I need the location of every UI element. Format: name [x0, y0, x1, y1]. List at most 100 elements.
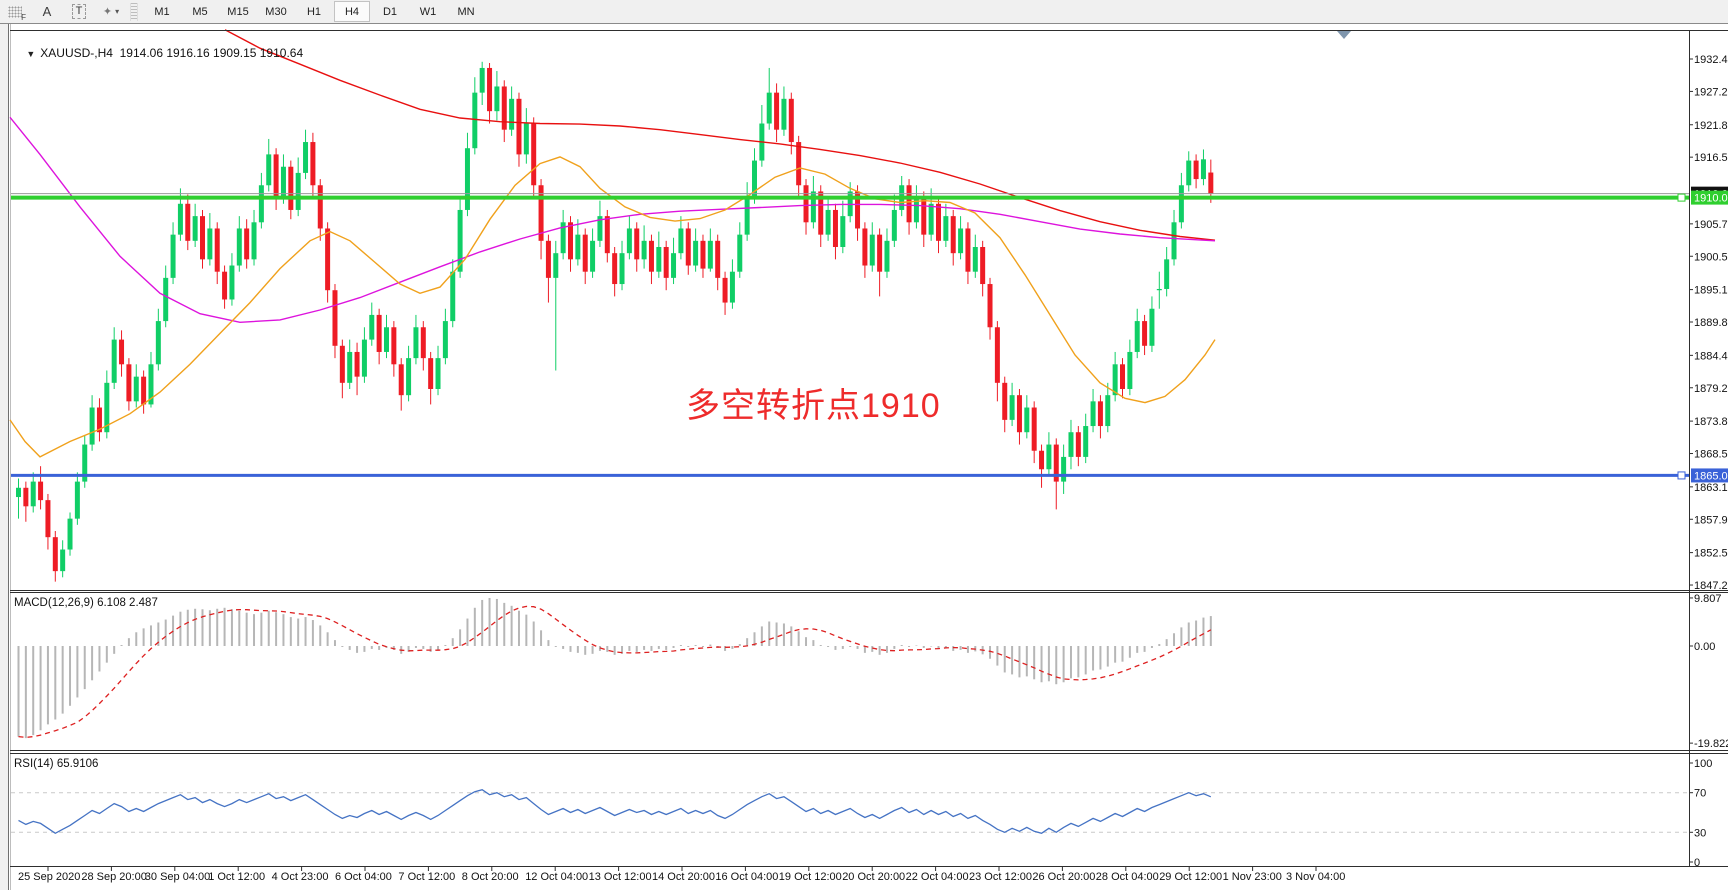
support-line-1865-label: 1865.00	[1694, 470, 1728, 482]
candle-up	[494, 86, 500, 112]
timeframe-m15-button[interactable]: M15	[227, 5, 249, 18]
candle-down	[214, 228, 220, 272]
timeframe-m30-button[interactable]: M30	[265, 5, 287, 18]
macd-indicator-label: MACD(12,26,9) 6.108 2.487	[14, 597, 158, 609]
candle-up	[1105, 395, 1111, 427]
ma-fast-orange[interactable]	[9, 156, 1216, 458]
candle-up	[1134, 321, 1140, 352]
macd-tick-label: 0.00	[1694, 641, 1715, 653]
time-tick-label: 25 Sep 2020	[18, 871, 80, 883]
candle-up	[155, 321, 161, 365]
candle-up	[509, 98, 515, 130]
price-tick-label: 1916.55	[1694, 152, 1728, 164]
rsi-panel[interactable]	[11, 788, 1689, 835]
timeframe-h4-button[interactable]: H4	[334, 1, 370, 22]
support-line-1865-handle[interactable]	[1677, 471, 1686, 480]
candle-up	[626, 228, 632, 254]
candle-up	[928, 203, 934, 235]
candle-up	[523, 123, 529, 155]
candle-down	[222, 271, 228, 300]
candle-down	[119, 339, 125, 365]
price-tick-label: 1852.50	[1694, 548, 1728, 560]
candle-up	[972, 246, 978, 272]
candle-down	[965, 228, 971, 272]
candle-up	[1009, 395, 1015, 420]
timeframe-m1-button[interactable]: M1	[154, 5, 170, 18]
candle-up	[1127, 351, 1133, 390]
rsi-tick-label: 0	[1694, 857, 1700, 869]
anchor-grid-tool-button[interactable]: F	[0, 1, 30, 22]
candle-up	[258, 185, 264, 223]
candle-up	[1112, 364, 1118, 396]
collapse-triangle-icon[interactable]: ▼	[26, 49, 36, 59]
text-box-icon: T	[71, 4, 87, 19]
letter-a-icon: A	[42, 4, 52, 19]
price-axis[interactable]: 1910.641910.001865.001932.451927.201921.…	[1689, 54, 1728, 869]
rsi-tick-label: 70	[1694, 788, 1706, 800]
price-tick-label: 1863.15	[1694, 482, 1728, 494]
time-tick-label: 6 Oct 04:00	[335, 871, 392, 883]
candle-up	[67, 518, 73, 550]
candle-down	[398, 364, 404, 396]
candle-up	[1046, 444, 1052, 470]
timeframe-m5-button[interactable]: M5	[192, 5, 208, 18]
candle-down	[987, 284, 993, 328]
candle-down	[921, 197, 927, 235]
price-tick-label: 1905.75	[1694, 219, 1728, 231]
timeframe-w1-button[interactable]: W1	[419, 5, 437, 18]
candle-down	[634, 228, 640, 260]
dotted-grid-icon: F	[8, 5, 26, 22]
candle-up	[464, 148, 470, 210]
candle-down	[1002, 382, 1008, 420]
resistance-line-1910-label-box	[1691, 190, 1728, 205]
time-tick-label: 7 Oct 12:00	[398, 871, 455, 883]
candle-up	[707, 240, 713, 269]
macd-panel[interactable]	[17, 597, 1212, 739]
time-tick-label: 22 Oct 04:00	[906, 871, 969, 883]
price-tick-label: 1900.50	[1694, 251, 1728, 263]
text-tool-button[interactable]: T	[64, 1, 94, 22]
timeframe-d1-button[interactable]: D1	[382, 5, 398, 18]
candle-down	[936, 203, 941, 241]
ma-mid-magenta[interactable]	[9, 116, 1216, 324]
time-tick-label: 30 Sep 04:00	[145, 871, 210, 883]
candle-up	[1061, 456, 1067, 482]
candle-up	[236, 228, 242, 266]
candle-up	[752, 160, 757, 198]
style-tool-button[interactable]: ✦ ▾	[96, 1, 126, 22]
chart-shift-marker-icon[interactable]	[1337, 31, 1351, 39]
candle-down	[531, 123, 537, 186]
candle-up	[148, 364, 154, 405]
time-tick-label: 28 Sep 20:00	[81, 871, 146, 883]
candle-down	[1193, 160, 1199, 180]
toolbar-grip[interactable]	[130, 2, 138, 21]
time-tick-label: 1 Nov 23:00	[1223, 871, 1282, 883]
style-sparkle-icon: ✦	[102, 6, 113, 18]
chart-annotation-text[interactable]: 多空转折点1910	[686, 387, 941, 425]
support-line-1865-label-box	[1691, 468, 1728, 483]
ma-slow-red[interactable]	[224, 29, 1216, 241]
label-tool-button[interactable]: A	[32, 1, 62, 22]
candle-up	[869, 234, 875, 266]
resistance-line-1910-handle[interactable]	[1677, 193, 1686, 202]
time-tick-label: 12 Oct 04:00	[525, 871, 588, 883]
candle-down	[244, 228, 250, 260]
timeframe-mn-button[interactable]: MN	[457, 5, 475, 18]
timeframe-h1-button[interactable]: H1	[306, 5, 322, 18]
candle-down	[288, 166, 294, 210]
candle-down	[818, 191, 824, 235]
main-price-panel[interactable]	[9, 29, 1689, 582]
candle-down	[545, 240, 551, 278]
candle-down	[774, 92, 780, 130]
candle-up	[597, 216, 603, 241]
candle-down	[612, 253, 618, 285]
candle-down	[52, 537, 58, 572]
candle-down	[788, 98, 794, 143]
candle-down	[796, 142, 802, 186]
candle-up	[104, 382, 110, 433]
candle-down	[855, 191, 861, 229]
candle-down	[96, 407, 102, 433]
candle-up	[943, 216, 949, 241]
